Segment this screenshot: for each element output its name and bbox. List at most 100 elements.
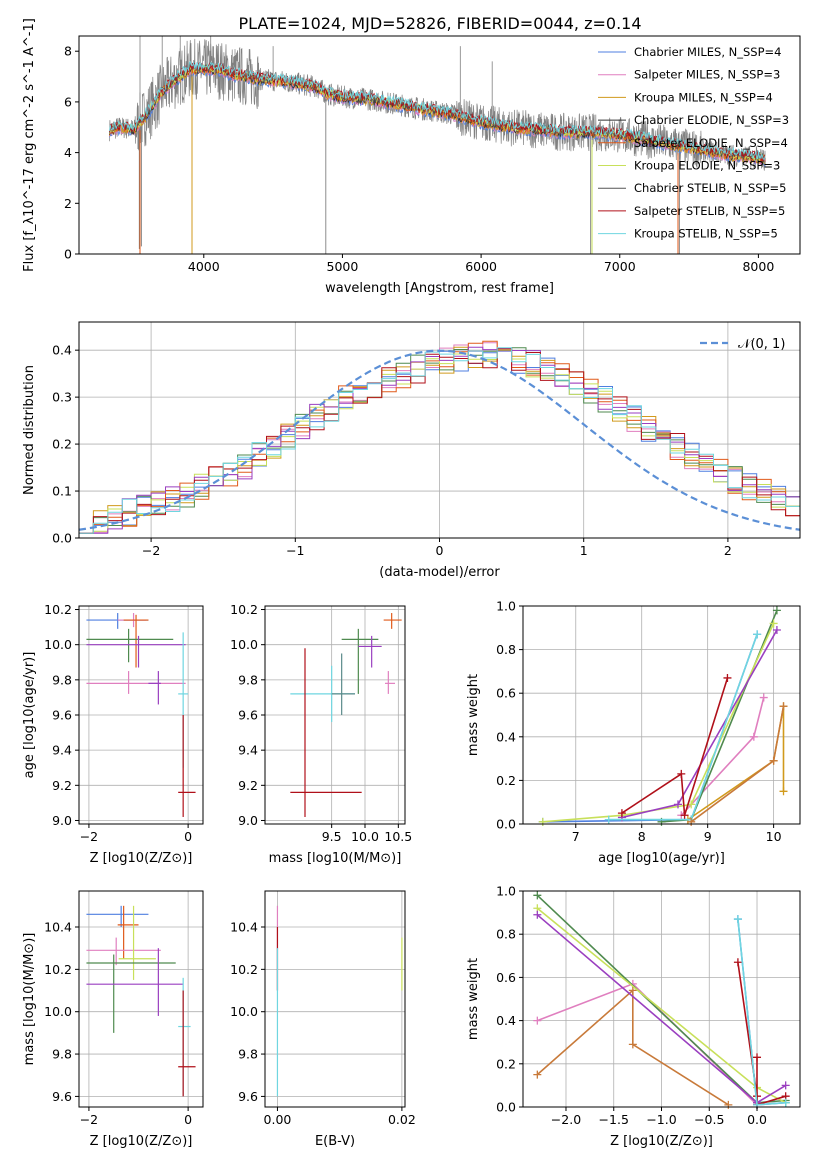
axes-frame [522,605,801,825]
legend-entry: Salpeter STELIB, N_SSP=5 [634,204,785,218]
y-tick-label: 8 [64,44,72,59]
x-tick-label: 0.02 [388,1112,416,1127]
y-tick-label: 0.4 [496,1013,516,1028]
legend-entry: Chabrier MILES, N_SSP=4 [634,45,781,59]
x-tick-label: 2 [724,543,732,558]
x-tick-label: −1 [286,543,304,558]
x-axis-label: wavelength [Angstrom, rest frame] [325,281,554,296]
x-axis-label: age [log10(age/yr)] [598,851,725,866]
weight-point-marker [753,630,762,639]
model-spectrum [109,60,766,162]
histogram-step-line [79,348,800,534]
y-tick-label: 9.6 [52,1089,72,1104]
weight-point-marker [604,815,613,824]
weight-point-marker [628,1040,637,1049]
weight-series-line [536,988,729,1106]
weight-point-marker [628,986,637,995]
y-axis-label: Flux [f_λ10^-17 erg cm^-2 s^-1 A^-1] [22,18,37,272]
y-tick-label: 10.2 [44,602,72,617]
weight-point-marker [749,732,758,741]
y-tick-label: 9.6 [52,708,72,723]
normal-reference-curve [79,349,800,531]
y-axis-label: mass weight [466,958,481,1040]
y-tick-label: 0.8 [496,927,516,942]
x-tick-label: 1 [580,543,588,558]
x-tick-label: 6000 [465,259,497,274]
x-tick-label: 10.5 [384,829,412,844]
axes-frame [78,35,801,255]
weight-point-marker [779,787,788,796]
y-tick-label: 9.4 [238,743,258,758]
weight-series-line [690,706,785,823]
y-tick-label: 10.2 [44,962,72,977]
mass-vs-metallicity-panel: −2 0 9.6 9.8 10.0 10.2 10.4 Z [log10(Z/Z⊙)] mass… [22,890,204,1149]
y-axis-label: mass weight [466,674,481,756]
x-tick-label: 10 [766,829,782,844]
y-tick-label: 9.2 [52,778,72,793]
weight-point-marker [677,769,686,778]
y-tick-label: 9.8 [238,672,258,687]
legend-entry: Kroupa ELODIE, N_SSP=3 [634,159,780,173]
y-tick-label: 1.0 [496,884,516,899]
x-tick-label: −2 [80,829,98,844]
x-tick-label: −2 [80,1112,98,1127]
y-tick-label: 0.2 [496,773,516,788]
mass-vs-extinction-panel: 0.00 0.02 9.6 9.8 10.0 10.2 10.4 E(B-V) [230,890,416,1149]
weight-point-marker [772,625,781,634]
weight-vs-age-panel: 7 8 9 10 0.0 0.2 0.4 0.6 0.8 1.0 age [log10(age/yr… [466,599,801,866]
y-tick-label: 0.4 [52,343,72,358]
x-tick-label: 0 [184,829,192,844]
x-tick-label: 0 [436,543,444,558]
figure-title: PLATE=1024, MJD=52826, FIBERID=0044, z=0… [238,14,641,33]
histogram-series [79,340,800,534]
weight-point-marker [781,1098,790,1107]
y-tick-label: 10.0 [44,1004,72,1019]
y-tick-label: 9.8 [52,672,72,687]
y-tick-label: 10.0 [230,1004,258,1019]
y-tick-label: 6 [64,94,72,109]
x-axis-label: E(B-V) [315,1134,355,1149]
y-tick-label: 10.4 [230,920,258,935]
weight-point-marker [733,915,742,924]
x-axis-label: mass [log10(M/M⊙)] [269,851,402,866]
weight-point-marker [781,1081,790,1090]
weight-series-line [621,629,778,819]
x-tick-label: 8000 [742,259,774,274]
spectrum-panel: 4000 5000 6000 7000 8000 0 2 4 6 8 wavelength [Ang… [22,18,801,296]
legend-entry: Kroupa STELIB, N_SSP=5 [634,227,778,241]
y-tick-label: 9.6 [238,1089,258,1104]
age-vs-mass-panel: 9.5 10.0 10.5 9.0 9.2 9.4 9.6 9.8 10.0 10.2 mass [… [230,602,412,866]
weight-point-marker [772,606,781,615]
x-tick-label: 4000 [188,259,220,274]
weight-point-marker [538,817,547,826]
y-tick-label: 4 [64,145,72,160]
x-tick-label: 7 [572,829,580,844]
legend-entry: Kroupa MILES, N_SSP=4 [634,90,773,104]
y-tick-label: 0.6 [496,970,516,985]
x-tick-label: 0 [184,1112,192,1127]
y-tick-label: 0.4 [496,729,516,744]
axes-frame [264,890,406,1108]
y-tick-label: 9.8 [238,1047,258,1062]
y-tick-label: 0 [64,247,72,262]
x-axis-label: (data-model)/error [379,565,500,580]
legend-entry: Chabrier ELODIE, N_SSP=3 [634,113,789,127]
legend-entry: Salpeter ELODIE, N_SSP=4 [634,136,788,150]
y-tick-label: 0.0 [496,1100,516,1115]
x-tick-label: 0.0 [747,1112,767,1127]
y-tick-label: 10.2 [230,602,258,617]
legend-entry: 𝒩(0, 1) [738,337,785,352]
weight-point-marker [753,1053,762,1062]
y-tick-label: 9.4 [52,743,72,758]
y-tick-label: 10.0 [44,637,72,652]
x-axis-label: Z [log10(Z/Z⊙)] [610,1134,713,1149]
age-vs-metallicity-panel: −2 0 9.0 9.2 9.4 9.6 9.8 10.0 10.2 Z [log10(Z/Z⊙)… [22,602,204,866]
histogram-step-line [79,347,800,534]
weight-point-marker [724,1100,733,1109]
weight-series-line [621,677,729,816]
y-tick-label: 9.6 [238,708,258,723]
x-tick-label: −1.0 [646,1112,676,1127]
y-axis-label: age [log10(age/yr)] [22,652,37,779]
y-tick-label: 0.0 [52,531,72,546]
y-tick-label: 0.2 [496,1056,516,1071]
